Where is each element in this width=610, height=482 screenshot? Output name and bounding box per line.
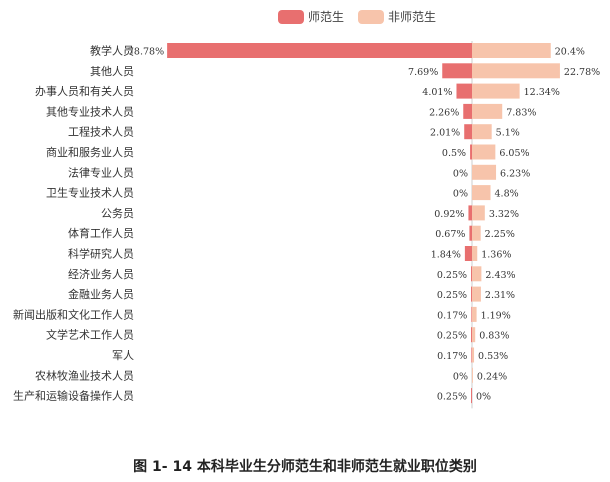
category-label: 其他人员 (90, 65, 134, 78)
bar-non-normal (472, 185, 491, 201)
data-label-normal: 4.01% (422, 87, 452, 98)
category-label: 卫生专业技术人员 (46, 186, 134, 200)
data-label-non-normal: 0.53% (478, 351, 508, 362)
bar-non-normal (472, 144, 496, 160)
bar-normal (463, 103, 472, 119)
data-label-non-normal: 7.83% (506, 107, 536, 118)
bar-normal (471, 327, 472, 343)
bar-non-normal (472, 103, 503, 119)
bar-non-normal (472, 306, 477, 322)
data-label-non-normal: 6.05% (499, 148, 529, 159)
data-label-normal: 78.78% (128, 47, 164, 58)
bar-normal (442, 63, 472, 79)
bar-normal (471, 388, 472, 404)
bar-normal (464, 124, 472, 140)
data-label-non-normal: 3.32% (489, 209, 519, 220)
legend: 师范生 非师范生 (278, 8, 436, 25)
bar-normal (469, 225, 472, 241)
bar-non-normal (472, 83, 520, 99)
data-label-normal: 0.25% (437, 331, 467, 342)
data-label-non-normal: 0.83% (479, 331, 509, 342)
data-label-non-normal: 5.1% (496, 128, 520, 139)
category-label: 教学人员 (90, 44, 134, 58)
category-label: 军人 (112, 349, 134, 362)
data-label-normal: 0.5% (442, 148, 466, 159)
data-label-normal: 1.84% (431, 250, 461, 261)
data-label-normal: 0.17% (437, 351, 467, 362)
data-label-normal: 0.67% (435, 229, 465, 240)
data-label-normal: 0% (453, 189, 468, 200)
bar-normal (464, 246, 472, 261)
category-label: 商业和服务业人员 (46, 145, 134, 159)
bar-non-normal (472, 246, 478, 261)
data-label-normal: 0% (453, 168, 468, 179)
data-label-non-normal: 0.24% (477, 371, 507, 382)
data-label-non-normal: 20.4% (555, 47, 585, 58)
bar-non-normal (472, 327, 476, 343)
data-label-non-normal: 1.36% (481, 250, 511, 261)
data-label-non-normal: 12.34% (524, 87, 560, 98)
bar-non-normal (472, 286, 481, 302)
data-label-normal: 2.01% (430, 128, 460, 139)
legend-swatch-non-normal (358, 9, 385, 24)
bar-normal (471, 266, 472, 282)
legend-swatch-normal (278, 9, 304, 24)
category-label: 体育工作人员 (68, 226, 134, 240)
category-label: 其他专业技术人员 (46, 104, 134, 118)
data-label-normal: 0.92% (434, 209, 464, 220)
data-label-non-normal: 0% (476, 392, 491, 403)
data-label-non-normal: 2.31% (485, 290, 515, 301)
data-label-non-normal: 6.23% (500, 168, 530, 179)
data-label-normal: 0% (453, 371, 468, 382)
category-label: 科学研究人员 (68, 247, 134, 261)
category-label: 农林牧渔业技术人员 (35, 368, 134, 382)
category-label: 办事人员和有关人员 (35, 84, 134, 98)
bar-normal (471, 347, 472, 363)
category-label: 工程技术人员 (68, 126, 134, 139)
category-label: 新闻出版和文化工作人员 (13, 307, 134, 321)
bar-non-normal (472, 124, 492, 140)
bar-normal (471, 306, 472, 322)
data-label-non-normal: 1.19% (481, 310, 511, 321)
data-label-non-normal: 2.25% (485, 229, 515, 240)
bar-non-normal (472, 63, 560, 79)
figure-caption: 图 1- 14 本科毕业生分师范生和非师范生就业职位类别 (133, 459, 477, 475)
data-label-normal: 7.69% (408, 67, 438, 78)
bar-non-normal (472, 266, 482, 282)
legend-label-normal: 师范生 (308, 10, 345, 24)
category-label: 文学艺术工作人员 (46, 328, 134, 342)
category-label: 经济业务人员 (68, 267, 134, 281)
bar-non-normal (472, 225, 481, 241)
legend-item-non-normal[interactable]: 非师范生 (358, 8, 436, 25)
data-label-normal: 0.25% (437, 392, 467, 403)
data-label-non-normal: 4.8% (495, 189, 519, 200)
bar-normal (471, 286, 472, 302)
bar-normal (167, 43, 472, 58)
bar-normal (456, 83, 472, 99)
category-label: 生产和运输设备操作人员 (13, 389, 134, 403)
bar-non-normal (472, 347, 475, 363)
bar-non-normal (472, 164, 497, 180)
category-label: 公务员 (101, 207, 134, 220)
data-label-normal: 0.25% (437, 290, 467, 301)
bar-normal (468, 205, 472, 221)
data-label-normal: 0.25% (437, 270, 467, 281)
bar-non-normal (472, 205, 485, 221)
data-label-normal: 2.26% (429, 107, 459, 118)
data-label-non-normal: 2.43% (485, 270, 515, 281)
data-label-normal: 0.17% (437, 310, 467, 321)
category-label: 法律专业人员 (68, 165, 134, 179)
bar-non-normal (472, 43, 551, 58)
data-label-non-normal: 22.78% (564, 67, 600, 78)
legend-item-normal[interactable]: 师范生 (278, 8, 344, 25)
legend-label-non-normal: 非师范生 (388, 10, 437, 24)
bar-non-normal (472, 367, 473, 383)
category-label: 金融业务人员 (68, 287, 134, 301)
bar-normal (470, 144, 472, 160)
